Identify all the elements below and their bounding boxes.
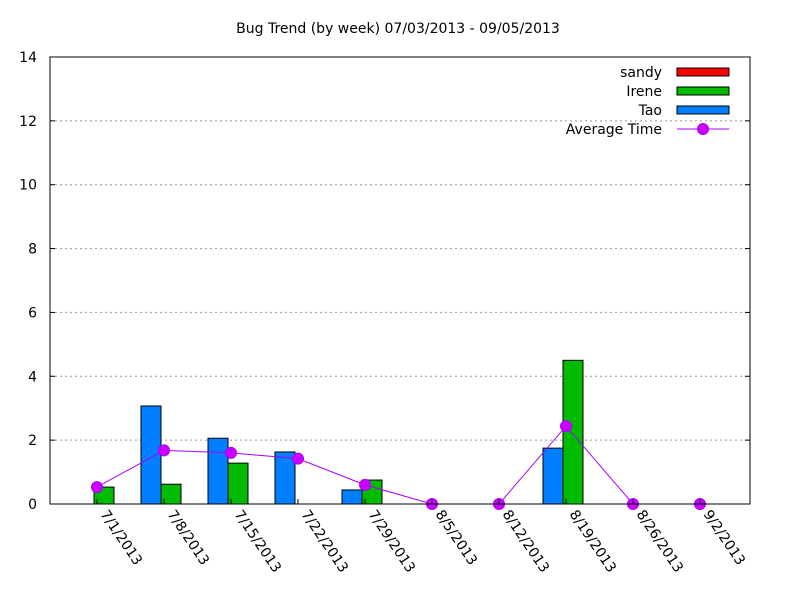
x-tick-label: 8/26/2013 <box>633 507 686 575</box>
y-tick-label: 6 <box>28 305 37 321</box>
bar-tao <box>207 437 229 505</box>
x-tick-label: 7/29/2013 <box>365 507 418 575</box>
average-time-point <box>91 481 103 494</box>
legend-marker <box>697 123 709 135</box>
legend-label: Irene <box>626 84 662 100</box>
y-tick-label: 8 <box>28 242 37 258</box>
average-time-point <box>359 478 371 491</box>
legend-label: Tao <box>638 103 662 119</box>
x-tick-label: 7/15/2013 <box>231 507 284 575</box>
bar-irene <box>562 359 584 505</box>
legend: sandy Irene Tao Average Time <box>566 65 730 138</box>
bar-irene <box>227 462 249 505</box>
legend-swatch <box>676 67 730 77</box>
legend-label: sandy <box>620 65 662 81</box>
bars-layer <box>93 359 584 505</box>
y-tick-label: 0 <box>28 497 37 513</box>
legend-swatch <box>676 105 730 115</box>
x-tick-label: 7/1/2013 <box>97 507 145 568</box>
x-tick-label: 8/12/2013 <box>499 507 552 575</box>
bar-tao <box>140 405 162 505</box>
average-time-point <box>225 446 237 459</box>
y-tick-label: 2 <box>28 433 37 449</box>
x-tick-label: 9/2/2013 <box>700 507 748 568</box>
average-time-point <box>292 452 304 465</box>
bar-tao <box>341 489 363 505</box>
plot-frame <box>49 56 751 505</box>
y-tick-label: 14 <box>19 50 37 66</box>
legend-label: Average Time <box>566 122 662 138</box>
bar-tao <box>274 451 296 505</box>
x-tick-label: 7/22/2013 <box>298 507 351 575</box>
x-tick-label: 7/8/2013 <box>164 507 212 568</box>
average-time-line <box>96 425 700 505</box>
y-tick-label: 12 <box>19 114 37 130</box>
chart-title: Bug Trend (by week) 07/03/2013 - 09/05/2… <box>236 21 560 37</box>
average-time-point <box>158 444 170 457</box>
x-tick-label: 8/5/2013 <box>432 507 480 568</box>
y-tick-label: 4 <box>28 369 37 385</box>
x-tick-label: 8/19/2013 <box>566 507 619 575</box>
average-time-line-layer <box>91 420 706 510</box>
average-time-point <box>560 420 572 433</box>
y-axis: 0 2 4 6 8 10 12 14 <box>19 50 750 513</box>
grid-lines <box>50 120 750 441</box>
bar-tao <box>542 447 564 505</box>
x-axis: 7/1/2013 7/8/2013 7/15/2013 7/22/2013 7/29/2… <box>96 499 748 576</box>
legend-swatch <box>676 86 730 96</box>
y-tick-label: 10 <box>19 178 37 194</box>
